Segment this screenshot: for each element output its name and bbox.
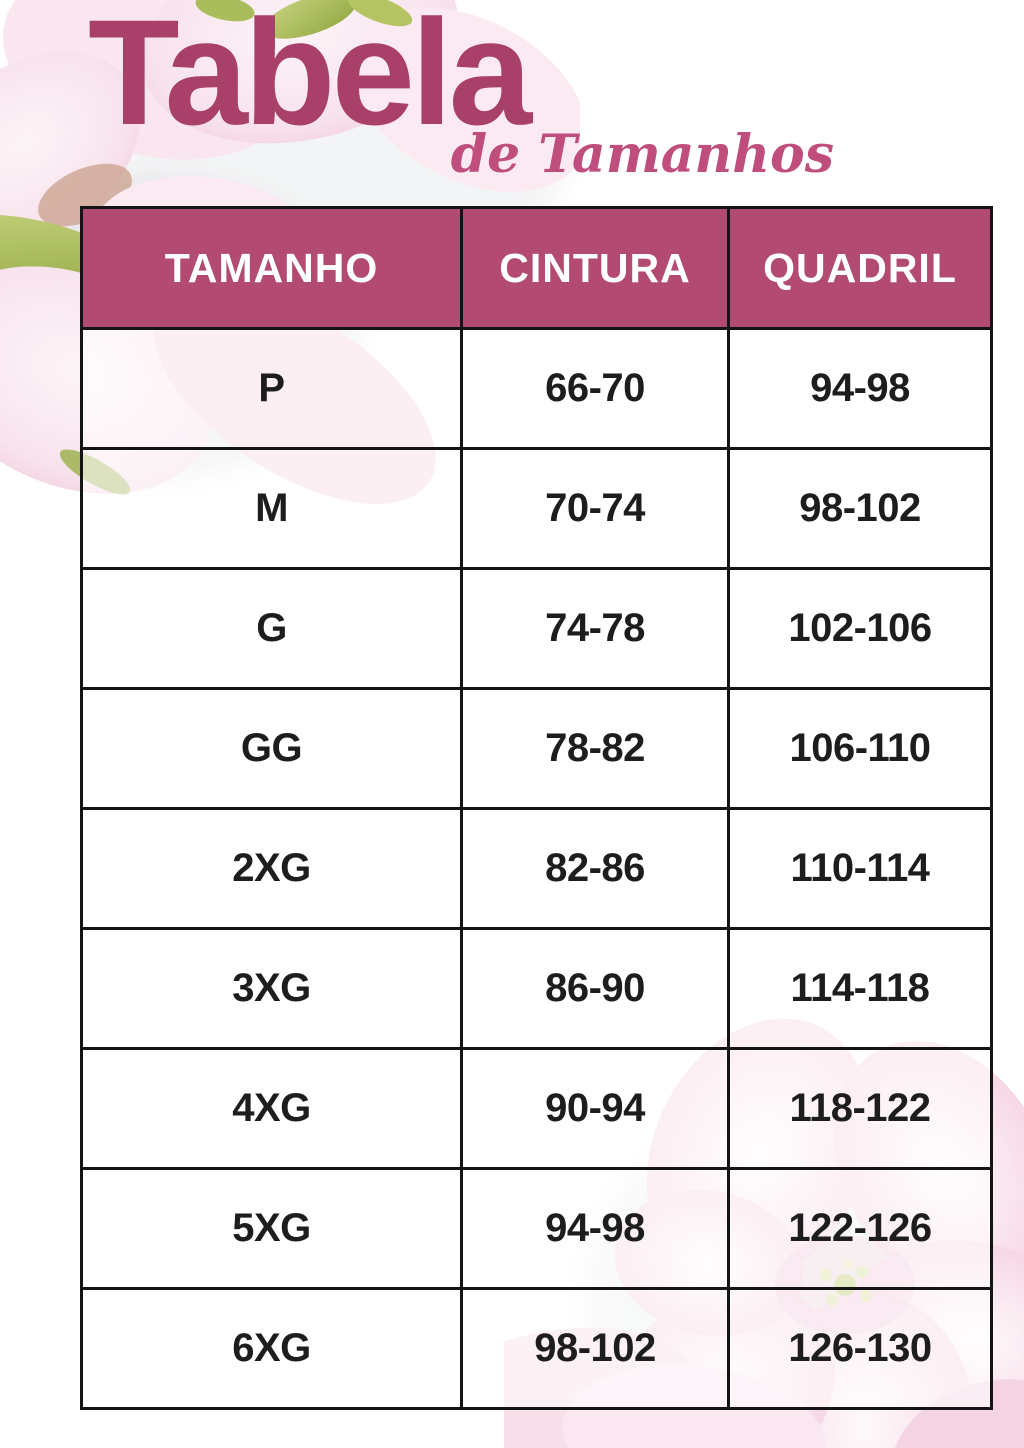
waist-cell: 66-70 xyxy=(460,327,730,450)
table-row: GG 78-82 106-110 xyxy=(80,687,993,810)
column-header-size: TAMANHO xyxy=(80,206,463,330)
size-cell: 3XG xyxy=(80,927,463,1050)
hip-cell: 122-126 xyxy=(727,1167,993,1290)
column-header-hip: QUADRIL xyxy=(727,206,993,330)
table-row: 4XG 90-94 118-122 xyxy=(80,1047,993,1170)
size-cell: 5XG xyxy=(80,1167,463,1290)
hip-cell: 98-102 xyxy=(727,447,993,570)
size-cell: P xyxy=(80,327,463,450)
waist-cell: 94-98 xyxy=(460,1167,730,1290)
waist-cell: 70-74 xyxy=(460,447,730,570)
size-cell: 6XG xyxy=(80,1287,463,1410)
hip-cell: 102-106 xyxy=(727,567,993,690)
hip-cell: 118-122 xyxy=(727,1047,993,1170)
waist-cell: 98-102 xyxy=(460,1287,730,1410)
size-cell: 4XG xyxy=(80,1047,463,1170)
page-subtitle: de Tamanhos xyxy=(450,124,834,185)
table-row: M 70-74 98-102 xyxy=(80,447,993,570)
table-row: P 66-70 94-98 xyxy=(80,327,993,450)
table-row: 6XG 98-102 126-130 xyxy=(80,1287,993,1410)
header-row: TAMANHO CINTURA QUADRIL xyxy=(80,206,993,330)
waist-cell: 78-82 xyxy=(460,687,730,810)
table-row: 3XG 86-90 114-118 xyxy=(80,927,993,1050)
hip-cell: 114-118 xyxy=(727,927,993,1050)
waist-cell: 82-86 xyxy=(460,807,730,930)
waist-cell: 74-78 xyxy=(460,567,730,690)
size-cell: GG xyxy=(80,687,463,810)
size-cell: M xyxy=(80,447,463,570)
hip-cell: 94-98 xyxy=(727,327,993,450)
waist-cell: 86-90 xyxy=(460,927,730,1050)
waist-cell: 90-94 xyxy=(460,1047,730,1170)
hip-cell: 110-114 xyxy=(727,807,993,930)
table-row: G 74-78 102-106 xyxy=(80,567,993,690)
column-header-waist: CINTURA xyxy=(460,206,730,330)
size-cell: G xyxy=(80,567,463,690)
size-table: TAMANHO CINTURA QUADRIL P 66-70 94-98 M … xyxy=(80,206,993,1410)
size-cell: 2XG xyxy=(80,807,463,930)
hip-cell: 106-110 xyxy=(727,687,993,810)
table-row: 2XG 82-86 110-114 xyxy=(80,807,993,930)
hip-cell: 126-130 xyxy=(727,1287,993,1410)
table-row: 5XG 94-98 122-126 xyxy=(80,1167,993,1290)
